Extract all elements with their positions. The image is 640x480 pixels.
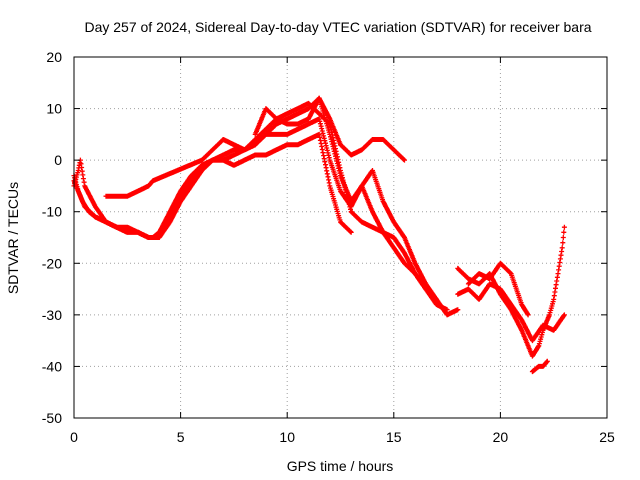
series-track-5 [252, 100, 450, 313]
plot-frame [73, 56, 608, 419]
series-track-9 [529, 358, 550, 375]
plus-marker-track [455, 281, 567, 344]
series-track-6 [455, 224, 567, 359]
plus-marker-track [465, 260, 531, 318]
tick-layer: 0 5 10 15 20 25 -50 -40 -30 -20 -10 0 10 20 [42, 49, 615, 445]
y-tick-label: -50 [42, 410, 62, 426]
y-tick-label: -20 [42, 255, 62, 271]
series-track-7 [455, 281, 567, 344]
y-tick-label: -30 [42, 307, 62, 323]
x-tick-label: 25 [599, 429, 615, 445]
series-track-8 [465, 260, 531, 318]
x-tick-label: 15 [386, 429, 402, 445]
x-tick-label: 0 [70, 429, 78, 445]
y-tick-label: 10 [46, 101, 62, 117]
chart-title: Day 257 of 2024, Sidereal Day-to-day VTE… [84, 19, 591, 35]
y-axis-title: SDTVAR / TECUs [5, 182, 21, 294]
y-tick-label: -40 [42, 358, 62, 374]
y-tick-label: 0 [54, 152, 62, 168]
x-axis-title: GPS time / hours [287, 458, 394, 474]
x-tick-label: 20 [493, 429, 509, 445]
y-tick-label: 20 [46, 49, 62, 65]
plus-marker-track [529, 358, 550, 375]
plus-marker-track [455, 224, 567, 359]
x-tick-label: 10 [279, 429, 295, 445]
plus-marker-track [103, 95, 407, 199]
plus-marker-track [252, 100, 450, 313]
x-tick-label: 5 [177, 429, 185, 445]
series-track-4 [103, 95, 407, 199]
y-tick-label: -10 [42, 204, 62, 220]
